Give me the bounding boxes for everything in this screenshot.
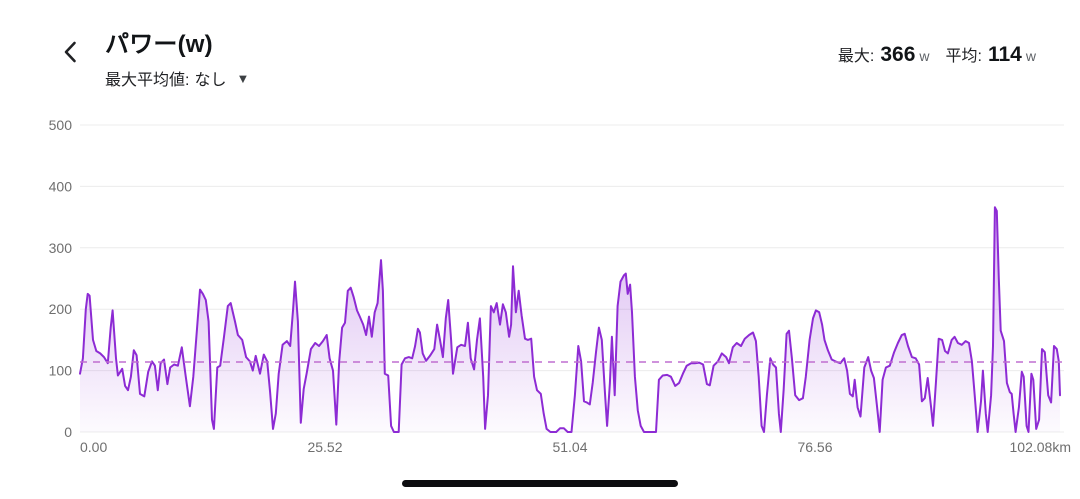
power-chart[interactable]: 500 400 300 200 100 0 0.00 25.52 51.04 76.56 102.0… [0,0,1080,470]
x-tick-label: 102.08km [1010,439,1071,455]
max-average-label: 最大平均値: [105,72,190,89]
y-tick-label: 200 [49,301,73,317]
y-tick-label: 500 [49,117,73,133]
summary-stats: 最大: 366 w 平均: 114 w [838,42,1036,67]
y-tick-label: 100 [49,363,73,379]
max-average-dropdown[interactable]: 最大平均値: なし ▼ [105,66,249,90]
max-stat-label: 最大: [837,48,875,65]
x-tick-label: 76.56 [797,439,832,455]
max-average-value: なし [194,72,227,89]
power-area-chart-svg: 500 400 300 200 100 0 0.00 25.52 51.04 76.56 102.0… [49,117,1071,455]
triangle-down-icon: ▼ [236,70,250,86]
home-indicator[interactable] [402,480,678,487]
power-line [79,206,1061,433]
chevron-left-icon [64,41,76,63]
avg-stat-value: 114 [987,43,1022,66]
page-title: パワー(w) [105,31,213,58]
max-stat-unit: w [919,48,930,64]
x-tick-label: 0.00 [80,439,107,455]
avg-stat-unit: w [1025,48,1036,64]
x-tick-label: 51.04 [552,439,587,455]
title-block: パワー(w) 最大平均値: なし ▼ [105,24,249,90]
max-stat-value: 366 [880,43,916,66]
y-tick-label: 400 [49,178,73,194]
avg-stat-label: 平均: [945,48,982,65]
y-tick-label: 300 [49,240,73,256]
y-tick-label: 0 [64,424,72,440]
back-button[interactable] [52,36,88,68]
x-tick-label: 25.52 [307,439,342,455]
power-area-fill [80,207,1060,432]
header: パワー(w) 最大平均値: なし ▼ 最大: 366 w 平均: 114 w [0,0,1080,96]
